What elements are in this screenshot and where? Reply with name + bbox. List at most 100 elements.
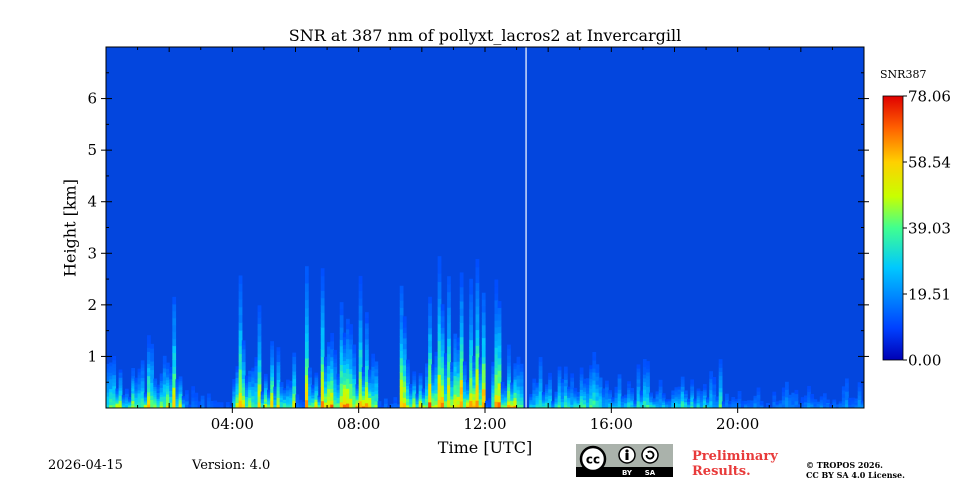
heatmap-cell [289, 382, 293, 386]
heatmap-cell [633, 404, 638, 407]
heatmap-cell [402, 364, 407, 371]
heatmap-cell [361, 375, 366, 379]
heatmap-cell [342, 360, 347, 365]
heatmap-cell [447, 283, 451, 293]
heatmap-cell [355, 402, 360, 405]
heatmap-cell [573, 390, 578, 393]
y-tick-label: 5 [87, 141, 97, 159]
heatmap-cell [412, 375, 417, 379]
heatmap-cell [469, 293, 473, 303]
heatmap-cell [655, 396, 660, 400]
heatmap-cell [399, 364, 404, 373]
heatmap-cell [642, 385, 647, 390]
heatmap-cell [131, 397, 136, 402]
heatmap-cell [159, 382, 164, 386]
heatmap-cell [178, 403, 183, 407]
heatmap-cell [153, 388, 158, 391]
heatmap-cell [721, 401, 726, 405]
heatmap-cell [124, 391, 129, 395]
heatmap-cell [598, 392, 603, 397]
heatmap-cell [308, 376, 312, 381]
heatmap-cell [800, 397, 805, 401]
heatmap-cell [538, 374, 543, 379]
heatmap-cell [491, 361, 496, 367]
heatmap-cell [680, 395, 685, 399]
heatmap-cell [513, 379, 518, 383]
heatmap-cell [857, 382, 862, 388]
heatmap-cell [702, 406, 707, 408]
heatmap-cell [734, 406, 739, 408]
heatmap-cell [592, 391, 597, 397]
heatmap-cell [589, 401, 593, 406]
heatmap-cell [330, 388, 334, 393]
heatmap-cell [582, 401, 587, 405]
heatmap-cell [251, 383, 256, 387]
heatmap-cell [794, 393, 799, 398]
heatmap-cell [207, 397, 211, 402]
heatmap-cell [548, 404, 552, 408]
heatmap-cell [368, 384, 372, 388]
heatmap-cell [409, 395, 413, 398]
heatmap-cell [548, 401, 552, 406]
heatmap-cell [854, 402, 859, 405]
heatmap-cell [456, 364, 461, 370]
heatmap-cell [257, 305, 262, 312]
heatmap-cell [690, 401, 695, 405]
heatmap-cell [623, 399, 628, 402]
heatmap-cell [589, 368, 593, 373]
heatmap-cell [257, 395, 262, 403]
heatmap-cell [276, 393, 281, 398]
heatmap-cell [317, 404, 322, 406]
heatmap-cell [424, 369, 429, 374]
heatmap-cell [330, 356, 334, 362]
heatmap-cell [254, 395, 259, 401]
heatmap-cell [605, 392, 609, 397]
heatmap-cell [421, 389, 426, 392]
heatmap-cell [402, 343, 407, 350]
heatmap-cell [557, 404, 562, 408]
heatmap-cell [418, 376, 423, 380]
heatmap-cell [450, 395, 455, 400]
heatmap-cell [554, 393, 559, 396]
heatmap-cell [595, 404, 600, 408]
heatmap-cell [481, 311, 486, 319]
heatmap-cell [248, 376, 252, 380]
heatmap-cell [304, 332, 309, 342]
heatmap-cell [270, 388, 274, 393]
heatmap-cell [447, 330, 451, 339]
heatmap-cell [560, 388, 565, 393]
heatmap-cell [548, 372, 552, 377]
heatmap-cell [428, 370, 432, 378]
heatmap-cell [358, 400, 363, 408]
heatmap-cell [437, 315, 442, 325]
heatmap-cell [680, 391, 685, 395]
heatmap-cell [683, 392, 688, 395]
heatmap-cell [532, 385, 537, 391]
heatmap-cell [598, 389, 603, 394]
heatmap-cell [364, 386, 369, 393]
heatmap-cell [358, 290, 363, 299]
heatmap-cell [368, 369, 372, 373]
heatmap-cell [150, 369, 154, 375]
heatmap-cell [513, 371, 518, 375]
heatmap-cell [317, 397, 322, 399]
heatmap-cell [655, 393, 660, 397]
heatmap-cell [342, 384, 347, 389]
heatmap-cell [286, 379, 290, 383]
heatmap-cell [166, 376, 170, 381]
heatmap-cell [267, 389, 271, 392]
heatmap-cell [374, 400, 379, 406]
heatmap-cell [687, 404, 691, 406]
heatmap-cell [702, 396, 707, 400]
heatmap-cell [412, 381, 417, 385]
heatmap-cell [279, 403, 284, 407]
heatmap-cell [308, 383, 312, 387]
heatmap-cell [762, 406, 767, 408]
heatmap-cell [674, 402, 679, 405]
heatmap-cell [273, 388, 278, 391]
heatmap-cell [459, 322, 464, 331]
heatmap-cell [576, 404, 581, 406]
heatmap-cell [248, 381, 252, 385]
heatmap-cell [529, 402, 533, 405]
heatmap-cell [541, 394, 546, 397]
